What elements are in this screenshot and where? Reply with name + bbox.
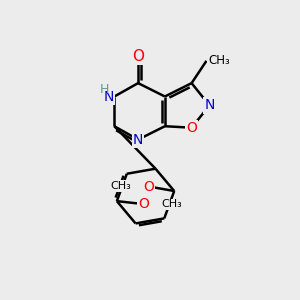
Text: N: N bbox=[204, 98, 214, 112]
Text: H: H bbox=[100, 83, 110, 97]
Text: N: N bbox=[133, 133, 143, 147]
Text: O: O bbox=[138, 197, 149, 211]
Text: CH₃: CH₃ bbox=[161, 199, 182, 209]
Text: N: N bbox=[104, 89, 114, 103]
Text: CH₃: CH₃ bbox=[208, 54, 230, 67]
Text: O: O bbox=[186, 121, 197, 135]
Text: CH₃: CH₃ bbox=[110, 181, 131, 191]
Text: O: O bbox=[143, 180, 155, 194]
Text: O: O bbox=[132, 49, 144, 64]
